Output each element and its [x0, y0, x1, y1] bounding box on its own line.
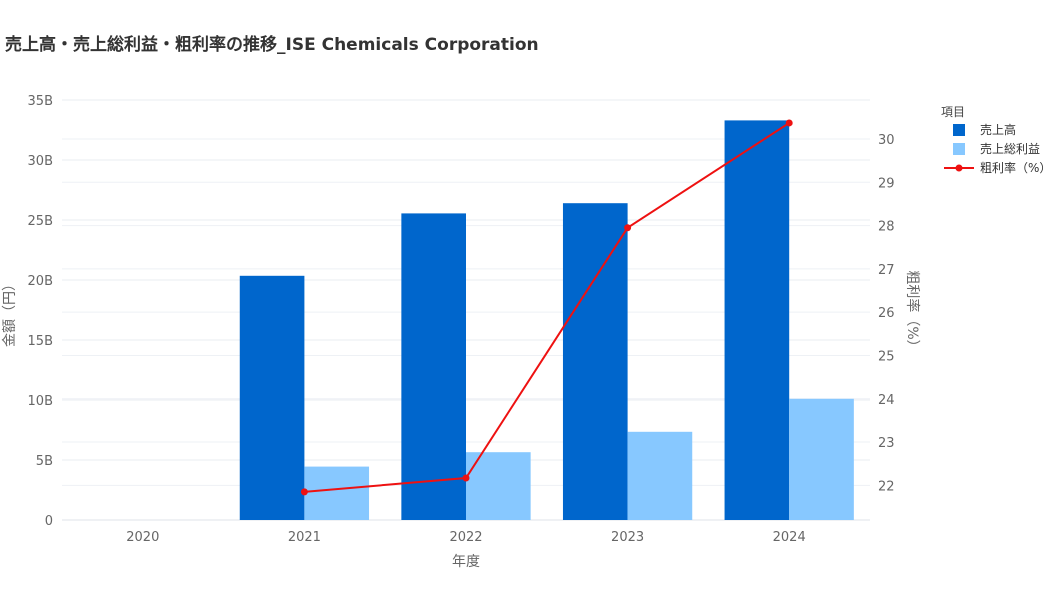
y-tick-label: 10B	[28, 394, 53, 409]
x-axis-title: 年度	[452, 554, 480, 570]
y2-tick-label: 27	[878, 263, 895, 278]
legend-label: 売上高	[980, 122, 1016, 137]
bar-sales	[562, 203, 628, 520]
legend-label: 売上総利益	[980, 141, 1040, 156]
bar-sales	[724, 120, 790, 521]
bars	[239, 120, 854, 521]
x-tick-label: 2021	[288, 530, 321, 545]
chart-title: 売上高・売上総利益・粗利率の推移_ISE Chemicals Corporati…	[5, 34, 539, 55]
y2-axis-title: 粗利率（%）	[904, 270, 921, 353]
y2-tick-label: 29	[878, 176, 895, 191]
y-tick-label: 30B	[28, 154, 53, 169]
line-layer	[300, 119, 793, 496]
y-tick-label: 5B	[36, 454, 53, 469]
x-tick-label: 2022	[449, 530, 482, 545]
bar-gross-profit	[789, 398, 854, 520]
y2-tick-label: 28	[878, 220, 895, 235]
point-gross-margin	[624, 224, 632, 232]
x-tick-label: 2023	[611, 530, 644, 545]
y-tick-label: 0	[45, 514, 53, 529]
y-tick-label: 20B	[28, 274, 53, 289]
y-tick-label: 35B	[28, 94, 53, 109]
legend-title: 項目	[941, 105, 965, 119]
bar-gross-profit	[466, 452, 531, 520]
bar-gross-profit	[304, 466, 370, 520]
point-gross-margin	[785, 119, 793, 127]
y2-axis-ticks: 22 23 24 25 26 27 28 29 30	[878, 133, 895, 494]
point-gross-margin	[462, 474, 470, 482]
legend-swatch	[953, 124, 965, 136]
line-gross-margin	[304, 122, 790, 493]
y2-tick-label: 22	[878, 479, 895, 494]
x-tick-label: 2024	[773, 530, 806, 545]
bar-sales	[401, 213, 466, 520]
bar-gross-profit	[627, 431, 693, 520]
y-tick-label: 15B	[28, 334, 53, 349]
legend-swatch	[953, 143, 965, 155]
y-axis-title: 金額（円）	[2, 277, 18, 347]
y2-tick-label: 30	[878, 133, 895, 148]
y2-tick-label: 23	[878, 436, 895, 451]
legend-marker	[955, 164, 963, 172]
legend-label: 粗利率（%）	[980, 160, 1051, 175]
y2-tick-label: 26	[878, 306, 895, 321]
point-gross-margin	[300, 488, 308, 496]
bar-sales	[239, 275, 305, 520]
y-axis-ticks: 0 5B 10B 15B 20B 25B 30B 35B	[28, 94, 53, 529]
x-axis-ticks: 2020 2021 2022 2023 2024	[126, 530, 805, 545]
y-tick-label: 25B	[28, 214, 53, 229]
x-tick-label: 2020	[126, 530, 159, 545]
y2-tick-label: 25	[878, 349, 895, 364]
y2-tick-label: 24	[878, 393, 895, 408]
